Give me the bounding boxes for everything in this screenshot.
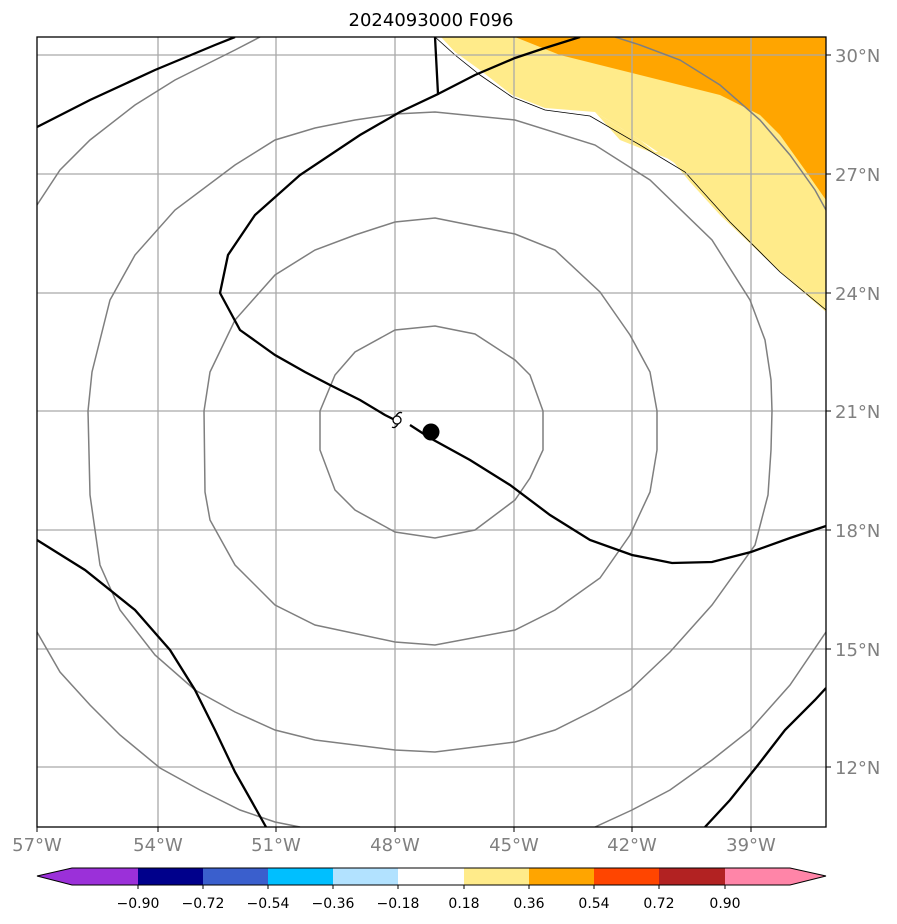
colorbar-outline xyxy=(36,867,827,886)
colorbar-label: −0.54 xyxy=(247,896,290,912)
lat-label: 12°N xyxy=(835,758,880,779)
lat-label: 24°N xyxy=(835,284,880,305)
lat-label: 15°N xyxy=(835,640,880,661)
lon-label: 54°W xyxy=(133,835,183,856)
colorbar-label: 0.72 xyxy=(643,896,674,912)
colorbar-label: −0.72 xyxy=(182,896,225,912)
thin-contour-line xyxy=(434,37,826,311)
colorbar-cell xyxy=(398,868,464,885)
colorbar-cell xyxy=(268,868,333,885)
colorbar-cell xyxy=(138,868,203,885)
lon-label: 57°W xyxy=(12,835,62,856)
colorbar-over-arrow xyxy=(790,868,826,885)
colorbar-label: −0.36 xyxy=(312,896,355,912)
tick-marks xyxy=(36,54,831,832)
lon-label: 45°W xyxy=(489,835,539,856)
colorbar-label: 0.90 xyxy=(709,896,740,912)
colorbar-cell xyxy=(594,868,659,885)
hurricane-symbol-icon xyxy=(391,411,403,429)
lon-label: 39°W xyxy=(726,835,776,856)
contour-lower-left xyxy=(37,539,268,827)
lat-label: 18°N xyxy=(835,521,880,542)
colorbar-cell xyxy=(659,868,725,885)
colorbar-label: 0.54 xyxy=(578,896,609,912)
colorbar-labels: −0.90 −0.72 −0.54 −0.36 −0.18 0.18 0.36 … xyxy=(117,896,741,912)
colorbar-label: −0.90 xyxy=(117,896,160,912)
map-title: 2024093000 F096 xyxy=(349,10,514,31)
colorbar-label: 0.36 xyxy=(513,896,544,912)
colorbar-label: −0.18 xyxy=(377,896,420,912)
lon-label: 42°W xyxy=(607,835,657,856)
colorbar-cell xyxy=(333,868,398,885)
map-area xyxy=(37,37,826,827)
range-ring-4 xyxy=(37,37,826,827)
lon-label: 48°W xyxy=(370,835,420,856)
range-ring-1 xyxy=(319,325,544,539)
light-shaded-region xyxy=(441,37,826,305)
lat-label: 27°N xyxy=(835,165,880,186)
storm-center-marker xyxy=(422,423,440,441)
thick-contours xyxy=(37,37,826,827)
lon-label: 51°W xyxy=(251,835,301,856)
colorbar: −0.90 −0.72 −0.54 −0.36 −0.18 0.18 0.36 … xyxy=(36,867,827,912)
colorbar-cell xyxy=(725,868,790,885)
contour-main xyxy=(218,37,826,565)
colorbar-cell xyxy=(529,868,594,885)
lat-label: 30°N xyxy=(835,46,880,67)
lat-label: 21°N xyxy=(835,402,880,423)
map-frame xyxy=(36,36,827,828)
colorbar-cell xyxy=(72,868,138,885)
colorbar-cells xyxy=(37,868,826,885)
longitude-labels: 57°W 54°W 51°W 48°W 45°W 42°W 39°W xyxy=(12,835,776,856)
colorbar-ticks xyxy=(137,885,726,889)
contour-lower-right xyxy=(704,687,826,827)
contour-upper-left xyxy=(37,37,236,129)
latitude-labels: 30°N 27°N 24°N 21°N 18°N 15°N 12°N xyxy=(835,46,880,779)
range-ring-2 xyxy=(203,217,658,646)
colorbar-under-arrow xyxy=(37,868,72,885)
range-rings xyxy=(37,37,826,827)
colorbar-cell xyxy=(464,868,529,885)
colorbar-cell xyxy=(203,868,268,885)
dark-shaded-region xyxy=(515,37,826,200)
colorbar-label: 0.18 xyxy=(448,896,479,912)
range-ring-3 xyxy=(87,111,773,753)
